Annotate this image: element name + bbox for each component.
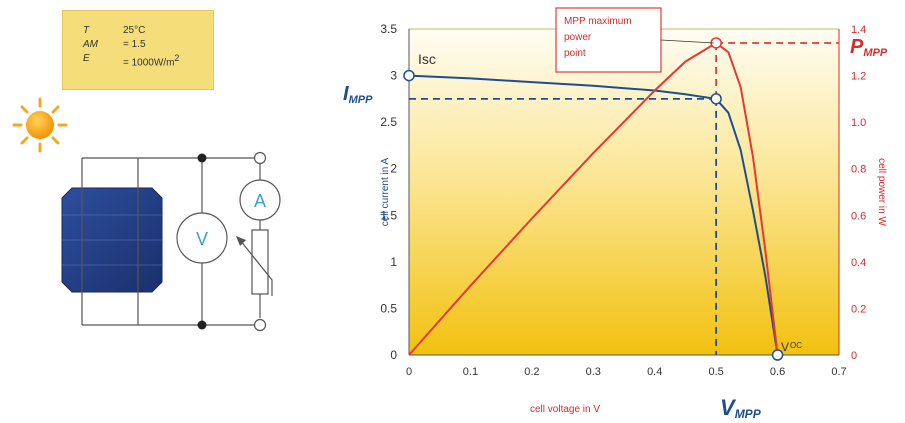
ammeter-label: A xyxy=(254,191,266,211)
y-tick-label: 1.5 xyxy=(380,208,397,222)
y2-tick-label: 1.2 xyxy=(851,71,866,83)
isc-point xyxy=(403,69,415,82)
y2-tick-label: 0 xyxy=(851,350,857,362)
y2-axis-ticks: 0 0.2 0.4 0.6 0.8 1.0 1.2 1.4 xyxy=(851,24,866,362)
y2-tick-label: 1.4 xyxy=(851,24,866,36)
y2-tick-label: 0.6 xyxy=(851,210,866,222)
voc-label: VOC xyxy=(781,340,802,354)
x-tick-label: 0 xyxy=(406,366,412,378)
voltmeter-label: V xyxy=(196,229,208,249)
x-axis-ticks: 0 0.1 0.2 0.3 0.4 0.5 0.6 0.7 xyxy=(406,366,847,378)
voc-label-sub: OC xyxy=(790,341,802,350)
terminal-icon xyxy=(253,318,267,332)
x-tick-label: 0.1 xyxy=(463,366,478,378)
y-axis-ticks: 0 0.5 1 1.5 2 2.5 3 3.5 xyxy=(380,22,397,362)
condition-symbol: T xyxy=(83,25,90,36)
x-tick-label: 0.7 xyxy=(831,366,846,378)
test-conditions-box: T 25°C AM = 1.5 E = 1000W/m2 xyxy=(62,10,214,90)
condition-value: = 1000W/m2 xyxy=(123,53,179,68)
condition-value: 25°C xyxy=(123,25,146,36)
mpp-reference-lines xyxy=(409,42,839,355)
condition-air-mass: AM = 1.5 xyxy=(83,39,146,50)
mpp-callout: MPP maximum power point xyxy=(555,7,715,73)
x-tick-label: 0.6 xyxy=(770,366,785,378)
isc-label: Isc xyxy=(418,51,436,67)
y-tick-label: 3 xyxy=(390,69,397,83)
x-axis-label: cell voltage in V xyxy=(530,404,600,415)
x-tick-label: 0.2 xyxy=(524,366,539,378)
impp-main: I xyxy=(343,83,349,105)
y-tick-label: 2 xyxy=(390,162,397,176)
irradiance-exponent: 2 xyxy=(174,53,180,63)
vmpp-annotation: VMPP xyxy=(720,395,762,421)
vmpp-main: V xyxy=(720,395,737,420)
pv-curve-line xyxy=(408,41,779,356)
terminal-icon xyxy=(253,151,267,165)
iv-curve-line xyxy=(408,74,779,356)
y-tick-label: 0 xyxy=(390,348,397,362)
condition-symbol: AM xyxy=(83,39,98,50)
vmpp-sub: MPP xyxy=(735,407,762,421)
condition-value: = 1.5 xyxy=(123,39,146,50)
y-tick-label: 1 xyxy=(390,255,397,269)
mpp-callout-line: point xyxy=(564,48,586,59)
x-tick-label: 0.4 xyxy=(647,366,662,378)
chart-plot-area xyxy=(408,28,840,356)
irradiance-value: = 1000W/m xyxy=(123,57,175,69)
y-tick-label: 2.5 xyxy=(380,115,397,129)
y2-tick-label: 0.2 xyxy=(851,303,866,315)
voltmeter-icon: V xyxy=(176,212,228,264)
y-tick-label: 0.5 xyxy=(380,301,397,315)
impp-annotation: IMPP xyxy=(343,83,373,106)
y2-tick-label: 0.8 xyxy=(851,164,866,176)
y-axis-label: cell current in A xyxy=(380,157,391,226)
condition-symbol: E xyxy=(83,53,90,64)
junction-dot xyxy=(197,320,207,330)
pmpp-main: P xyxy=(850,36,864,58)
y2-tick-label: 0.4 xyxy=(851,257,866,269)
sun-icon xyxy=(12,97,68,153)
mpp-callout-line: MPP maximum xyxy=(564,16,632,27)
y-tick-label: 3.5 xyxy=(380,22,397,36)
x-tick-label: 0.5 xyxy=(708,366,723,378)
y2-axis-label: cell power in W xyxy=(876,158,887,226)
mpp-callout-line: power xyxy=(564,32,592,43)
condition-temperature: T 25°C xyxy=(83,25,145,36)
ammeter-icon: A xyxy=(239,179,281,221)
pmpp-sub: MPP xyxy=(863,47,888,59)
voc-label-main: V xyxy=(781,340,789,354)
impp-sub: MPP xyxy=(349,94,374,106)
solar-cell-icon xyxy=(61,187,163,293)
y2-tick-label: 1.0 xyxy=(851,117,866,129)
circuit-wires xyxy=(81,157,261,326)
voc-point xyxy=(771,349,784,361)
condition-irradiance: E = 1000W/m2 xyxy=(83,53,179,68)
x-tick-label: 0.3 xyxy=(586,366,601,378)
junction-dot xyxy=(197,153,207,163)
pmpp-annotation: PMPP xyxy=(850,36,888,59)
mpp-current-point xyxy=(710,93,722,105)
variable-resistor-icon xyxy=(236,229,273,296)
